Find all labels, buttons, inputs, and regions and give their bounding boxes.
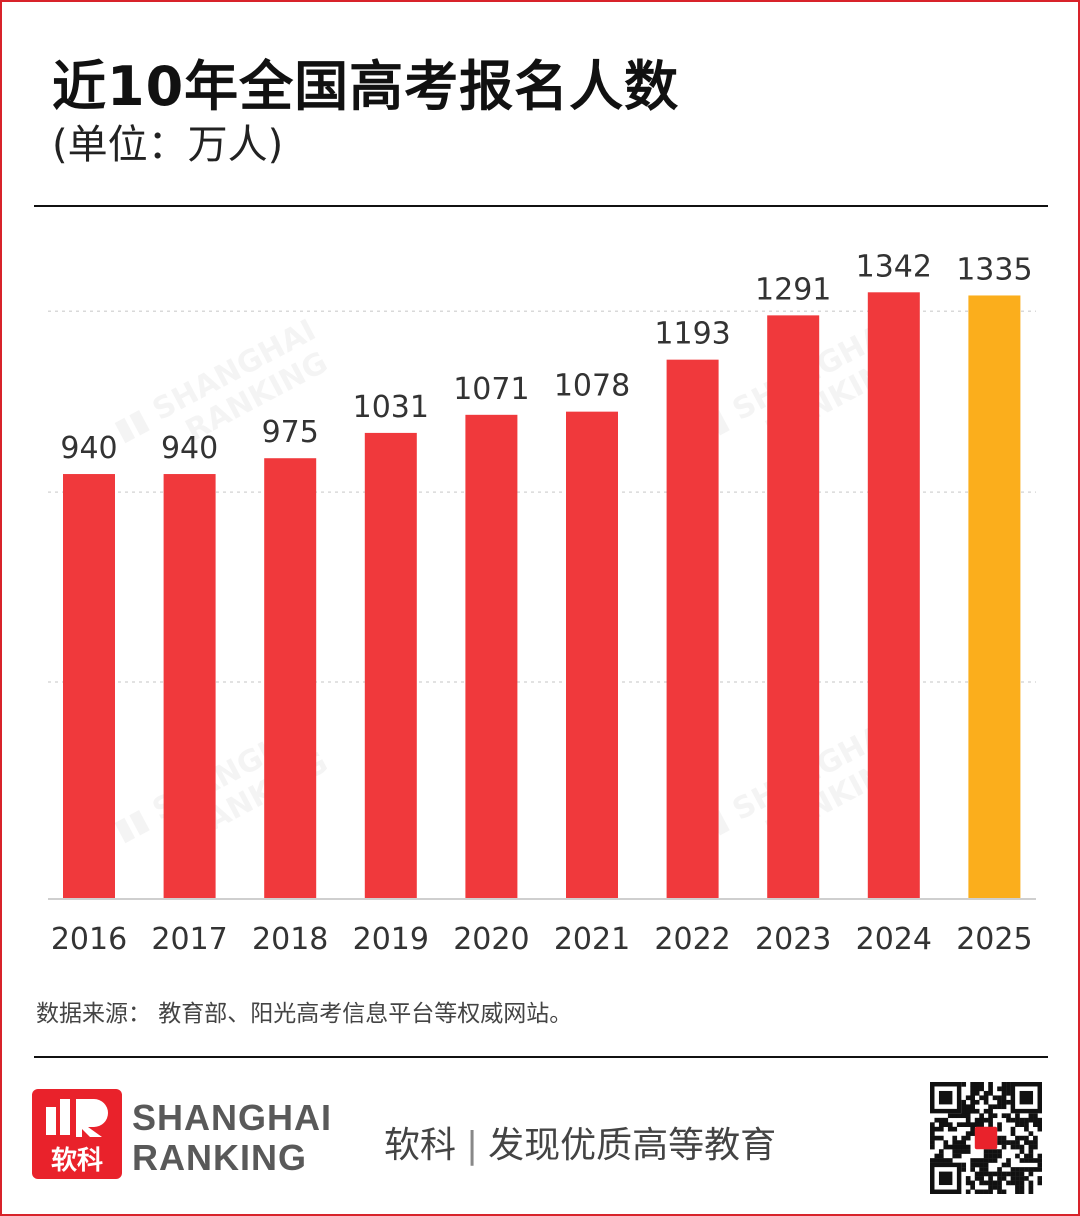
bar-chart: 940 940 975 1031 1071 1078 1193 1291 1342 1335 20… (48, 249, 1036, 957)
top-divider (34, 205, 1048, 207)
x-tick-2025: 2025 (956, 922, 1032, 957)
value-label-2025: 1335 (956, 252, 1032, 287)
data-source-note: 数据来源： 教育部、阳光高考信息平台等权威网站。 (36, 1001, 573, 1027)
bar-2019 (364, 432, 417, 899)
chart-subtitle: (单位：万人) (52, 122, 284, 168)
x-tick-2023: 2023 (755, 922, 831, 957)
bar-2016 (63, 474, 115, 899)
bar-2018 (264, 458, 317, 899)
chart-title: 近10年全国高考报名人数 (52, 55, 680, 118)
bar-2021 (566, 411, 618, 899)
bar-2024 (867, 292, 920, 899)
value-labels: 940 940 975 1031 1071 1078 1193 1291 1342 1335 (60, 249, 1032, 466)
x-tick-2024: 2024 (856, 922, 932, 957)
x-axis-ticks: 2016 2017 2018 2019 2020 2021 2022 2023 2024 2025 (51, 922, 1033, 957)
x-tick-2020: 2020 (453, 922, 529, 957)
x-tick-2018: 2018 (252, 922, 328, 957)
value-label-2021: 1078 (554, 369, 630, 404)
bottom-divider (34, 1056, 1048, 1058)
x-tick-2016: 2016 (51, 922, 127, 957)
value-label-2016: 940 (60, 431, 117, 466)
slogan-separator: | (466, 1125, 479, 1166)
value-label-2024: 1342 (856, 249, 932, 284)
logo-cn-text: 软科 (51, 1146, 103, 1176)
shanghai-ranking-logo-icon: 软科 (32, 1089, 122, 1179)
x-tick-2022: 2022 (654, 922, 730, 957)
logo-wordmark: SHANGHAI RANKING (132, 1098, 332, 1178)
slogan-text: 发现优质高等教育 (488, 1125, 777, 1166)
value-label-2019: 1031 (353, 390, 429, 425)
bar-2025 (968, 295, 1021, 899)
bar-2022 (666, 359, 719, 900)
logo-line-2: RANKING (132, 1137, 307, 1178)
value-label-2022: 1193 (654, 317, 730, 352)
bar-2017 (163, 474, 216, 899)
bar-2023 (767, 315, 820, 899)
footer-slogan: 软科 | 发现优质高等教育 (384, 1116, 776, 1168)
value-label-2023: 1291 (755, 272, 831, 307)
value-label-2018: 975 (262, 415, 319, 450)
value-label-2017: 940 (161, 431, 218, 466)
x-tick-2019: 2019 (353, 922, 429, 957)
x-tick-2021: 2021 (554, 922, 630, 957)
qr-code-icon[interactable] (930, 1082, 1042, 1194)
value-label-2020: 1071 (453, 372, 529, 407)
slogan-brand: 软科 (384, 1125, 457, 1166)
chart-bars (63, 292, 1021, 900)
logo-line-1: SHANGHAI (132, 1097, 333, 1138)
x-tick-2017: 2017 (151, 922, 227, 957)
bar-2020 (465, 414, 518, 899)
